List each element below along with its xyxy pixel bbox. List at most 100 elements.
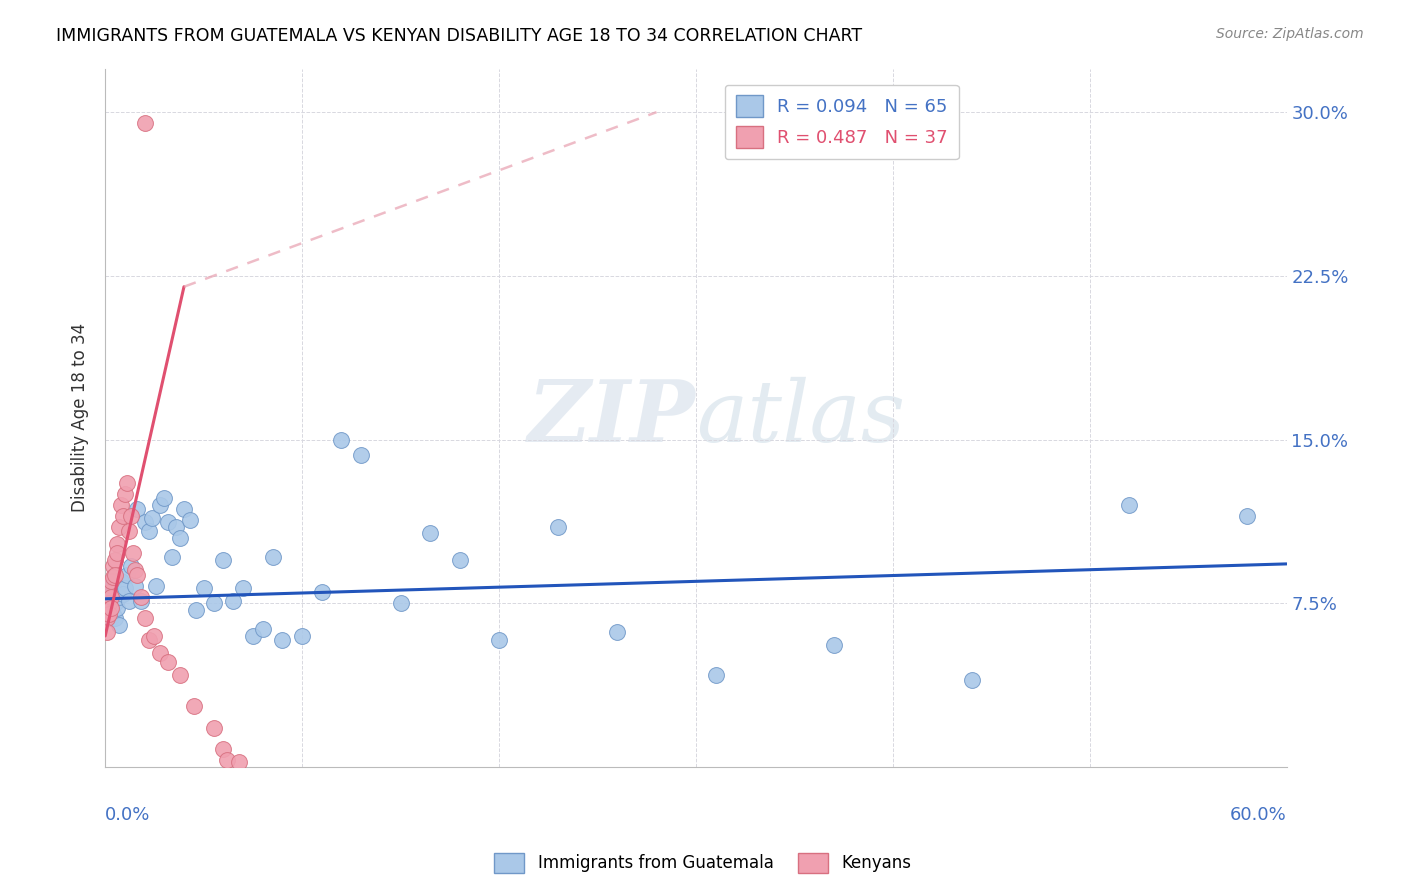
Point	[118, 524, 141, 538]
Point	[138, 633, 160, 648]
Point	[104, 567, 127, 582]
Point	[101, 607, 124, 621]
Point	[98, 594, 121, 608]
Point	[114, 487, 136, 501]
Point	[262, 550, 284, 565]
Point	[124, 564, 146, 578]
Point	[98, 581, 121, 595]
Point	[179, 513, 201, 527]
Point	[547, 520, 569, 534]
Point	[100, 590, 122, 604]
Text: 60.0%: 60.0%	[1230, 806, 1286, 824]
Text: 0.0%: 0.0%	[105, 806, 150, 824]
Point	[100, 600, 122, 615]
Point	[104, 596, 127, 610]
Point	[141, 511, 163, 525]
Point	[100, 587, 122, 601]
Point	[488, 633, 510, 648]
Point	[101, 570, 124, 584]
Point	[252, 623, 274, 637]
Point	[96, 599, 118, 613]
Point	[105, 585, 128, 599]
Point	[105, 537, 128, 551]
Point	[129, 590, 152, 604]
Point	[173, 502, 195, 516]
Point	[449, 552, 471, 566]
Point	[120, 559, 142, 574]
Point	[311, 585, 333, 599]
Point	[96, 590, 118, 604]
Point	[138, 524, 160, 538]
Point	[960, 673, 983, 687]
Point	[242, 629, 264, 643]
Point	[157, 655, 180, 669]
Point	[101, 591, 124, 606]
Point	[104, 552, 127, 566]
Point	[98, 607, 121, 621]
Point	[232, 581, 254, 595]
Point	[606, 624, 628, 639]
Point	[105, 546, 128, 560]
Point	[98, 585, 121, 599]
Point	[100, 611, 122, 625]
Point	[101, 579, 124, 593]
Point	[1118, 498, 1140, 512]
Point	[271, 633, 294, 648]
Point	[96, 611, 118, 625]
Point	[124, 579, 146, 593]
Point	[389, 596, 412, 610]
Point	[228, 756, 250, 770]
Point	[212, 552, 235, 566]
Point	[96, 585, 118, 599]
Point	[121, 546, 143, 560]
Point	[114, 581, 136, 595]
Legend: Immigrants from Guatemala, Kenyans: Immigrants from Guatemala, Kenyans	[488, 847, 918, 880]
Point	[110, 498, 132, 512]
Point	[104, 572, 127, 586]
Text: Source: ZipAtlas.com: Source: ZipAtlas.com	[1216, 27, 1364, 41]
Point	[157, 516, 180, 530]
Point	[101, 559, 124, 574]
Point	[212, 742, 235, 756]
Point	[115, 567, 138, 582]
Point	[98, 596, 121, 610]
Point	[217, 753, 239, 767]
Text: IMMIGRANTS FROM GUATEMALA VS KENYAN DISABILITY AGE 18 TO 34 CORRELATION CHART: IMMIGRANTS FROM GUATEMALA VS KENYAN DISA…	[56, 27, 862, 45]
Point	[145, 579, 167, 593]
Point	[105, 600, 128, 615]
Point	[202, 596, 225, 610]
Point	[143, 629, 166, 643]
Point	[104, 611, 127, 625]
Point	[202, 721, 225, 735]
Point	[129, 594, 152, 608]
Point	[222, 594, 245, 608]
Point	[350, 448, 373, 462]
Point	[169, 668, 191, 682]
Point	[118, 594, 141, 608]
Point	[111, 508, 134, 523]
Point	[110, 574, 132, 589]
Point	[125, 502, 148, 516]
Point	[98, 603, 121, 617]
Point	[96, 624, 118, 639]
Legend: R = 0.094   N = 65, R = 0.487   N = 37: R = 0.094 N = 65, R = 0.487 N = 37	[724, 85, 959, 160]
Point	[183, 698, 205, 713]
Point	[184, 603, 207, 617]
Point	[108, 590, 131, 604]
Point	[330, 433, 353, 447]
Point	[419, 526, 441, 541]
Point	[160, 550, 183, 565]
Point	[823, 638, 845, 652]
Point	[100, 600, 122, 615]
Point	[149, 498, 172, 512]
Point	[153, 491, 176, 506]
Point	[704, 668, 727, 682]
Point	[193, 581, 215, 595]
Point	[134, 116, 156, 130]
Point	[134, 611, 156, 625]
Text: atlas: atlas	[696, 376, 905, 459]
Point	[115, 476, 138, 491]
Point	[149, 646, 172, 660]
Point	[108, 520, 131, 534]
Point	[125, 567, 148, 582]
